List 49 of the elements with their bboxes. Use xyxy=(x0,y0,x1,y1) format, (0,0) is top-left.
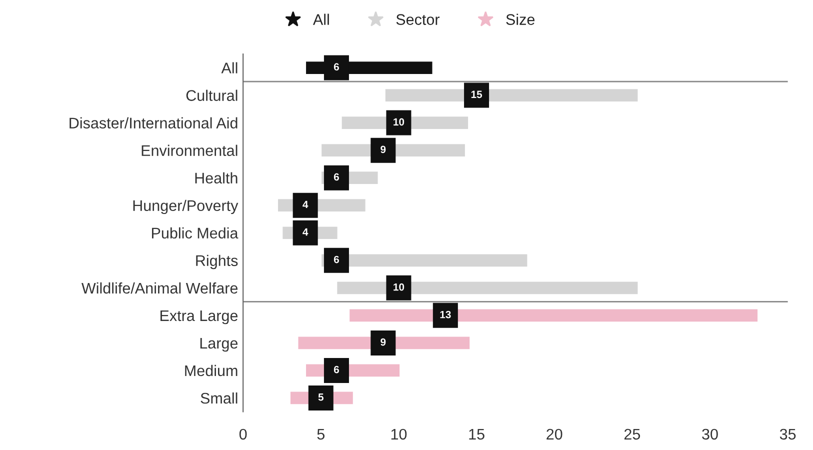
point xyxy=(370,138,396,163)
y-tick-label: Extra Large xyxy=(160,310,238,324)
x-tick-label: 30 xyxy=(702,428,718,440)
point xyxy=(324,358,349,383)
point xyxy=(292,220,318,246)
x-tick-label: 25 xyxy=(624,428,640,440)
point xyxy=(324,55,349,80)
y-tick-label: Hunger/Poverty xyxy=(133,200,238,214)
y-tick-label: All xyxy=(221,62,238,74)
x-tick-label: 20 xyxy=(546,428,562,440)
x-tick-label: 35 xyxy=(780,428,796,440)
data-label: 6 xyxy=(334,366,339,374)
legend-label: All xyxy=(312,14,329,25)
point xyxy=(324,165,349,190)
point xyxy=(370,330,396,356)
data-label: 9 xyxy=(380,146,386,154)
bar xyxy=(336,280,640,296)
data-label: 4 xyxy=(302,228,308,236)
x-tick-label: 15 xyxy=(469,428,484,440)
point xyxy=(324,248,349,273)
data-label: 6 xyxy=(334,63,339,71)
y-tick-label: Environmental xyxy=(142,144,238,156)
legend-label: Sector xyxy=(396,14,440,25)
point xyxy=(292,192,318,218)
x-tick-label: 5 xyxy=(317,428,325,440)
x-tick-label: 0 xyxy=(239,428,247,440)
point xyxy=(308,385,334,410)
bar xyxy=(384,88,640,103)
y-tick-label: Small xyxy=(200,392,238,404)
y-tick-label: Cultural xyxy=(186,90,238,101)
x-tick-label: 10 xyxy=(391,428,407,440)
data-label: 10 xyxy=(394,283,404,291)
data-label: 10 xyxy=(394,118,404,126)
data-label: 13 xyxy=(440,310,451,318)
data-label: 15 xyxy=(471,90,482,98)
data-label: 4 xyxy=(302,200,308,208)
y-tick-label: Large xyxy=(200,338,238,352)
data-label: 6 xyxy=(334,173,339,181)
y-tick-label: Disaster/International Aid xyxy=(70,117,238,128)
data-label: 6 xyxy=(334,256,339,264)
y-tick-label: Public Media xyxy=(152,227,238,239)
y-tick-label: Wildlife/Animal Welfare xyxy=(82,282,238,294)
bar xyxy=(348,308,759,324)
y-tick-label: Rights xyxy=(196,254,238,270)
y-tick-label: Medium xyxy=(185,364,238,376)
data-label: 9 xyxy=(380,338,386,346)
legend-label: Size xyxy=(506,14,535,25)
data-label: 5 xyxy=(318,394,324,401)
y-tick-label: Health xyxy=(195,172,238,184)
